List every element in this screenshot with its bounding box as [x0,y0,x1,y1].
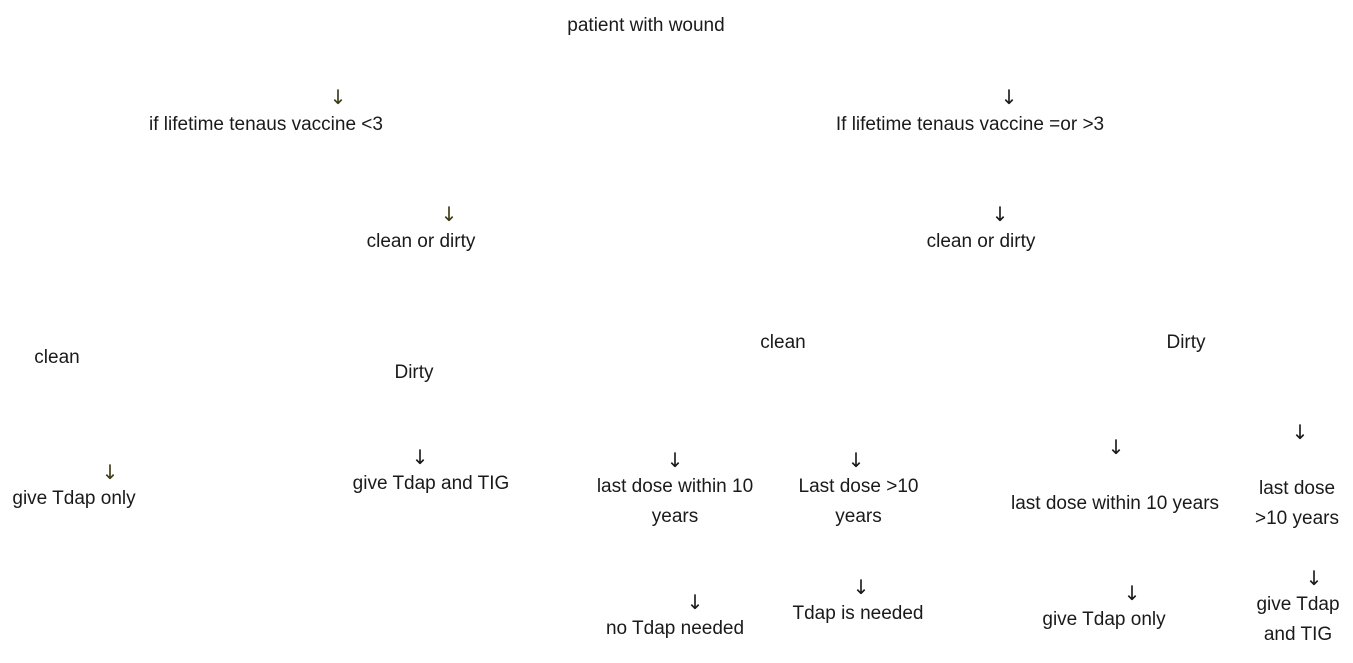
arrow-down-icon: ↓ [1305,566,1323,590]
left-dirty-label: Dirty [394,362,434,383]
arrow-down-icon: ↓ [1291,420,1309,444]
arrow-down-icon: ↓ [411,445,429,469]
arrow-down-icon: ↓ [852,575,870,599]
left-clean-label: clean [34,347,80,368]
arrow-down-icon: ↓ [666,448,684,472]
right-dirty-over-label: last dose >10 years [1255,478,1339,529]
arrow-down-icon: ↓ [1107,435,1125,459]
right-clean-within-label: last dose within 10 years [596,476,754,527]
arrow-down-icon: ↓ [329,85,347,109]
right-dirty-within-label: last dose within 10 years [1010,493,1220,514]
arrow-down-icon: ↓ [1000,85,1018,109]
left-dirty-action: give Tdap and TIG [352,473,510,494]
right-clean-over-label: Last dose >10 years [798,476,919,527]
root-node-label: patient with wound [567,15,725,36]
right-wound-type-label: clean or dirty [926,231,1036,252]
arrow-down-icon: ↓ [686,590,704,614]
right-dirty-label: Dirty [1166,332,1206,353]
arrow-down-icon: ↓ [440,202,458,226]
left-clean-action: give Tdap only [12,488,136,509]
right-condition-label: If lifetime tenaus vaccine =or >3 [835,114,1105,135]
right-clean-label: clean [760,332,806,353]
right-clean-within-action: no Tdap needed [605,618,745,639]
arrow-down-icon: ↓ [1123,581,1141,605]
arrow-down-icon: ↓ [847,448,865,472]
right-dirty-over-action: give Tdap and TIG [1256,594,1340,645]
arrow-down-icon: ↓ [991,202,1009,226]
left-condition-label: if lifetime tenaus vaccine <3 [149,114,383,135]
right-dirty-within-action: give Tdap only [1042,609,1166,630]
arrow-down-icon: ↓ [101,460,119,484]
right-clean-over-action: Tdap is needed [792,603,924,624]
left-wound-type-label: clean or dirty [366,231,476,252]
